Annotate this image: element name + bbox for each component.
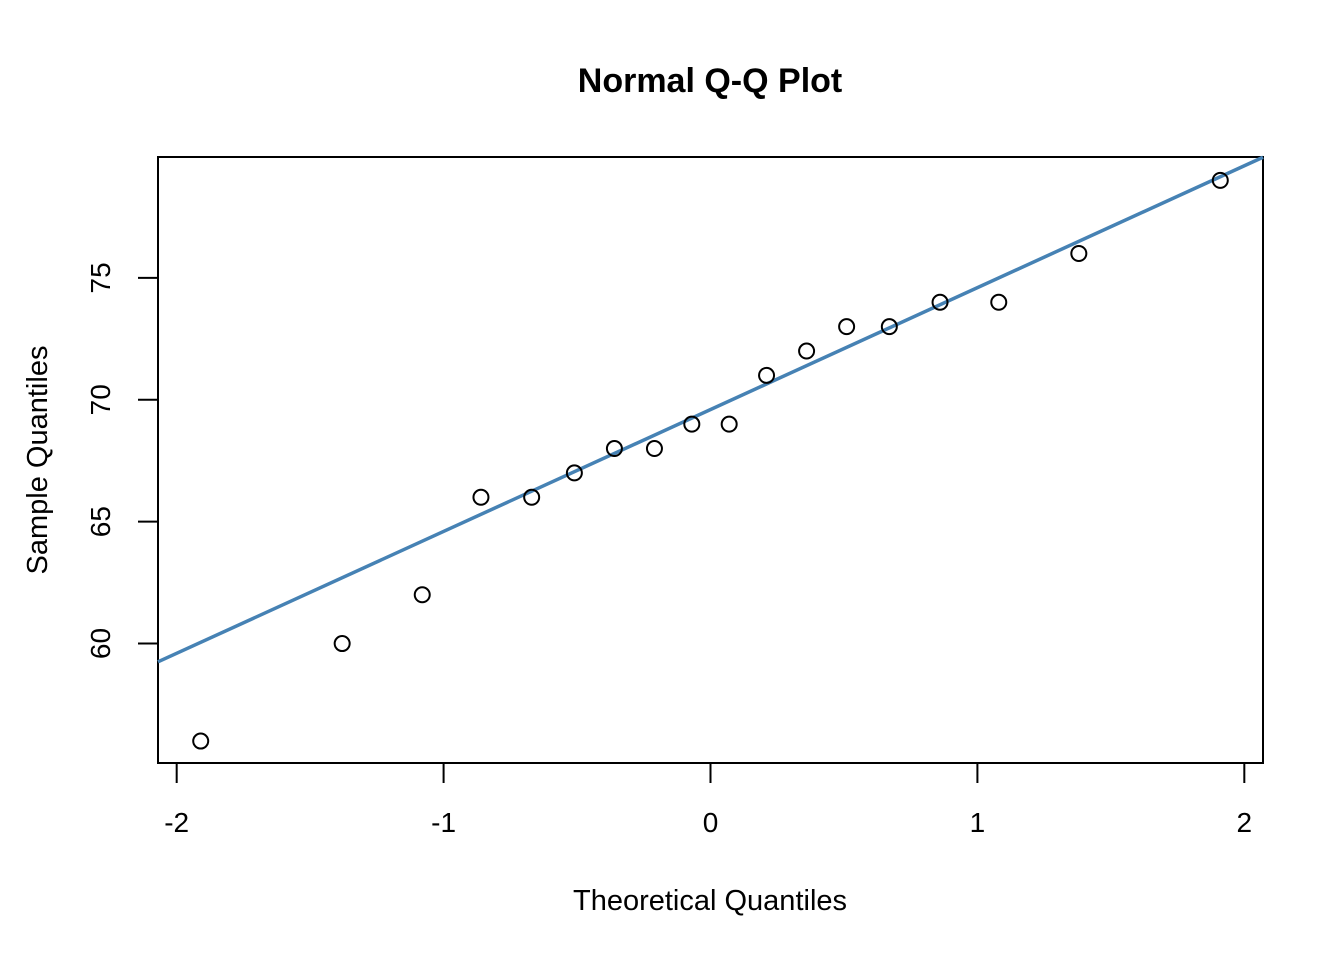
x-axis-label: Theoretical Quantiles bbox=[573, 885, 847, 917]
data-point bbox=[758, 366, 776, 384]
y-tick-label: 60 bbox=[85, 628, 116, 659]
data-point bbox=[720, 415, 738, 433]
data-point bbox=[931, 293, 949, 311]
data-point bbox=[1070, 245, 1088, 263]
x-tick-label: -2 bbox=[164, 807, 189, 838]
data-point bbox=[683, 415, 701, 433]
plot-frame bbox=[157, 156, 1264, 764]
y-tick-label: 70 bbox=[85, 384, 116, 415]
data-point bbox=[645, 440, 663, 458]
data-point bbox=[413, 586, 431, 604]
data-point bbox=[838, 318, 856, 336]
chart-title: Normal Q-Q Plot bbox=[578, 62, 842, 100]
data-point bbox=[192, 732, 210, 750]
data-point bbox=[523, 488, 541, 506]
y-axis: 60 65 70 75 bbox=[85, 262, 159, 659]
x-tick-label: 2 bbox=[1237, 807, 1253, 838]
reference-line-group bbox=[157, 155, 1264, 664]
data-point bbox=[333, 635, 351, 653]
x-axis: -2 -1 0 1 2 bbox=[164, 762, 1253, 838]
y-tick-label: 65 bbox=[85, 506, 116, 537]
data-point bbox=[990, 293, 1008, 311]
reference-line bbox=[157, 155, 1264, 664]
y-tick-label: 75 bbox=[85, 262, 116, 293]
x-tick-label: 1 bbox=[970, 807, 986, 838]
data-point bbox=[605, 440, 623, 458]
x-tick-label: 0 bbox=[703, 807, 719, 838]
data-point bbox=[472, 488, 490, 506]
points-group bbox=[192, 171, 1229, 750]
x-tick-label: -1 bbox=[431, 807, 456, 838]
data-point bbox=[1211, 171, 1229, 189]
y-axis-label: Sample Quantiles bbox=[22, 346, 54, 575]
data-point bbox=[565, 464, 583, 482]
data-point bbox=[798, 342, 816, 360]
data-point bbox=[880, 318, 898, 336]
